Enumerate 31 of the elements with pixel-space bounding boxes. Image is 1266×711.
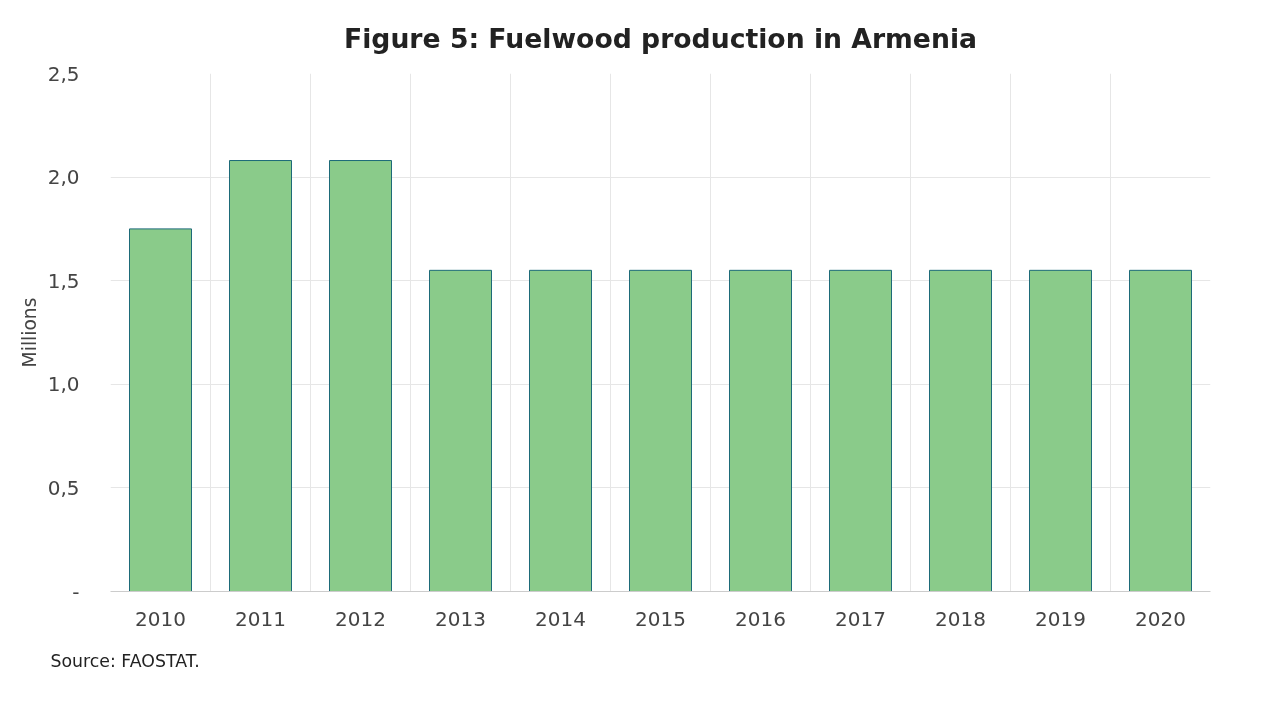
x-tick-label: 2016 [735,606,786,631]
x-tick-label: 2012 [335,606,386,631]
x-tick-label: 2020 [1135,606,1186,631]
bar [1029,269,1092,592]
bar [829,269,892,592]
x-tick-label: 2014 [535,606,586,631]
chart-title: Figure 5: Fuelwood production in Armenia [343,22,978,54]
y-tick-label: 1,0 [47,372,80,397]
x-tick-label: 2011 [235,606,286,631]
x-tick-label: 2010 [135,606,186,631]
x-tick-label: 2017 [835,606,886,631]
source-note: Source: FAOSTAT. [50,650,200,671]
bar [129,228,192,592]
bar [429,269,492,592]
bar [729,269,792,592]
y-tick-label: 1,5 [47,268,80,293]
x-tick-label: 2013 [435,606,486,631]
bar [529,269,592,592]
x-tick-label: 2018 [935,606,986,631]
y-tick-label: 0,5 [47,475,80,500]
bar [929,269,992,592]
y-axis-title: Millions [18,297,40,368]
x-tick-label: 2019 [1035,606,1086,631]
bar [1129,269,1192,592]
bar [329,160,392,592]
bar [229,160,292,592]
x-tick-label: 2015 [635,606,686,631]
y-tick-label: - [72,579,80,604]
y-tick-label: 2,5 [47,61,80,86]
y-tick-label: 2,0 [47,165,80,190]
bar [629,269,692,592]
